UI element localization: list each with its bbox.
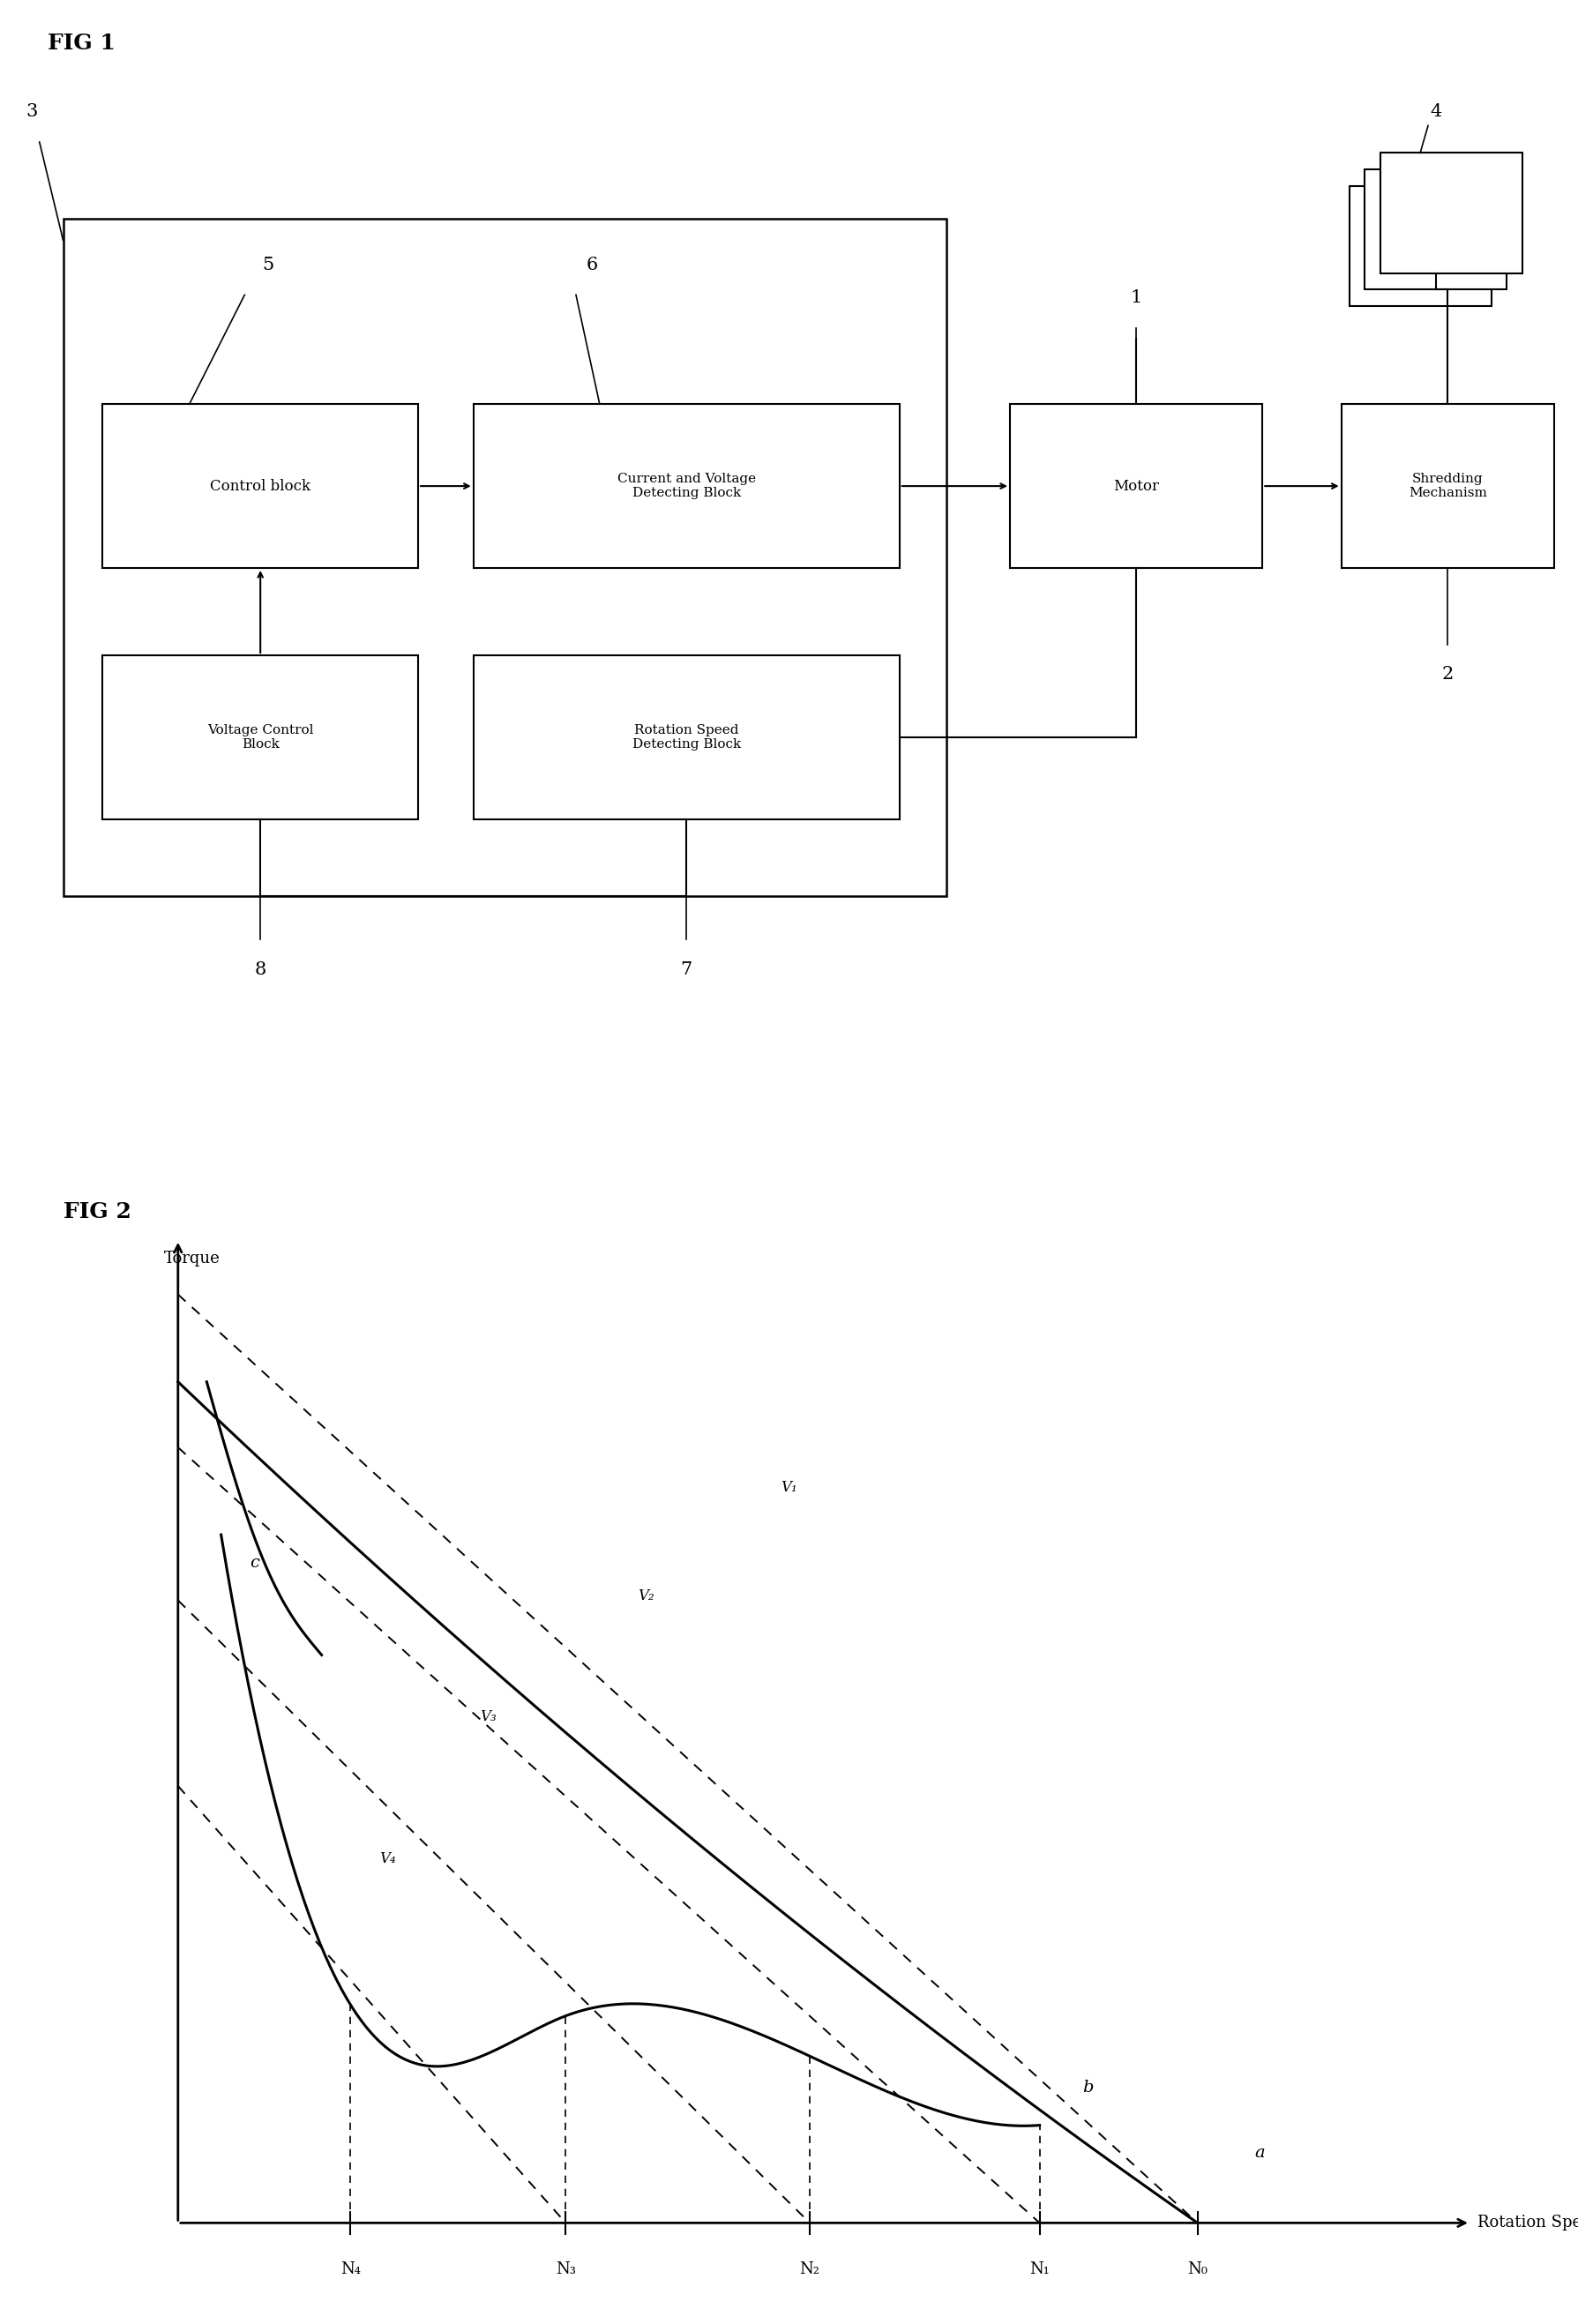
Text: V₄: V₄ [379,1850,396,1866]
Text: 1: 1 [1130,288,1142,307]
Text: 8: 8 [254,962,267,978]
Text: Motor: Motor [1112,479,1160,493]
Bar [1381,153,1523,274]
Text: 7: 7 [680,962,693,978]
Text: V₃: V₃ [480,1708,495,1724]
Text: a: a [1255,2145,1266,2161]
Bar [103,404,418,567]
Bar [63,218,947,895]
Text: 5: 5 [262,256,275,274]
Text: Torque: Torque [164,1250,219,1267]
Text: 6: 6 [585,256,598,274]
Bar [103,655,418,818]
Text: N₁: N₁ [1029,2261,1049,2278]
Text: Voltage Control
Block: Voltage Control Block [207,725,314,751]
Text: N₄: N₄ [341,2261,360,2278]
Text: V₂: V₂ [638,1590,653,1604]
Text: Control block: Control block [210,479,311,493]
Text: Shredding
Mechanism: Shredding Mechanism [1409,472,1486,500]
Text: N₀: N₀ [1187,2261,1207,2278]
Text: 2: 2 [1442,667,1453,683]
Bar [1341,404,1554,567]
Text: Current and Voltage
Detecting Block: Current and Voltage Detecting Block [617,472,756,500]
Text: FIG 1: FIG 1 [47,33,115,53]
Text: FIG 2: FIG 2 [63,1202,131,1222]
Bar [473,404,899,567]
Text: 4: 4 [1430,102,1442,121]
Text: Rotation Speed: Rotation Speed [1477,2215,1578,2231]
Bar [1365,170,1507,290]
Text: N₃: N₃ [555,2261,576,2278]
Text: N₂: N₂ [800,2261,821,2278]
Text: b: b [1083,2080,1094,2096]
Bar [1349,186,1491,307]
Text: c: c [249,1555,259,1571]
Text: 3: 3 [25,102,38,121]
Text: Rotation Speed
Detecting Block: Rotation Speed Detecting Block [633,725,740,751]
Bar [473,655,899,818]
Text: V₁: V₁ [781,1480,797,1494]
Bar [1010,404,1262,567]
